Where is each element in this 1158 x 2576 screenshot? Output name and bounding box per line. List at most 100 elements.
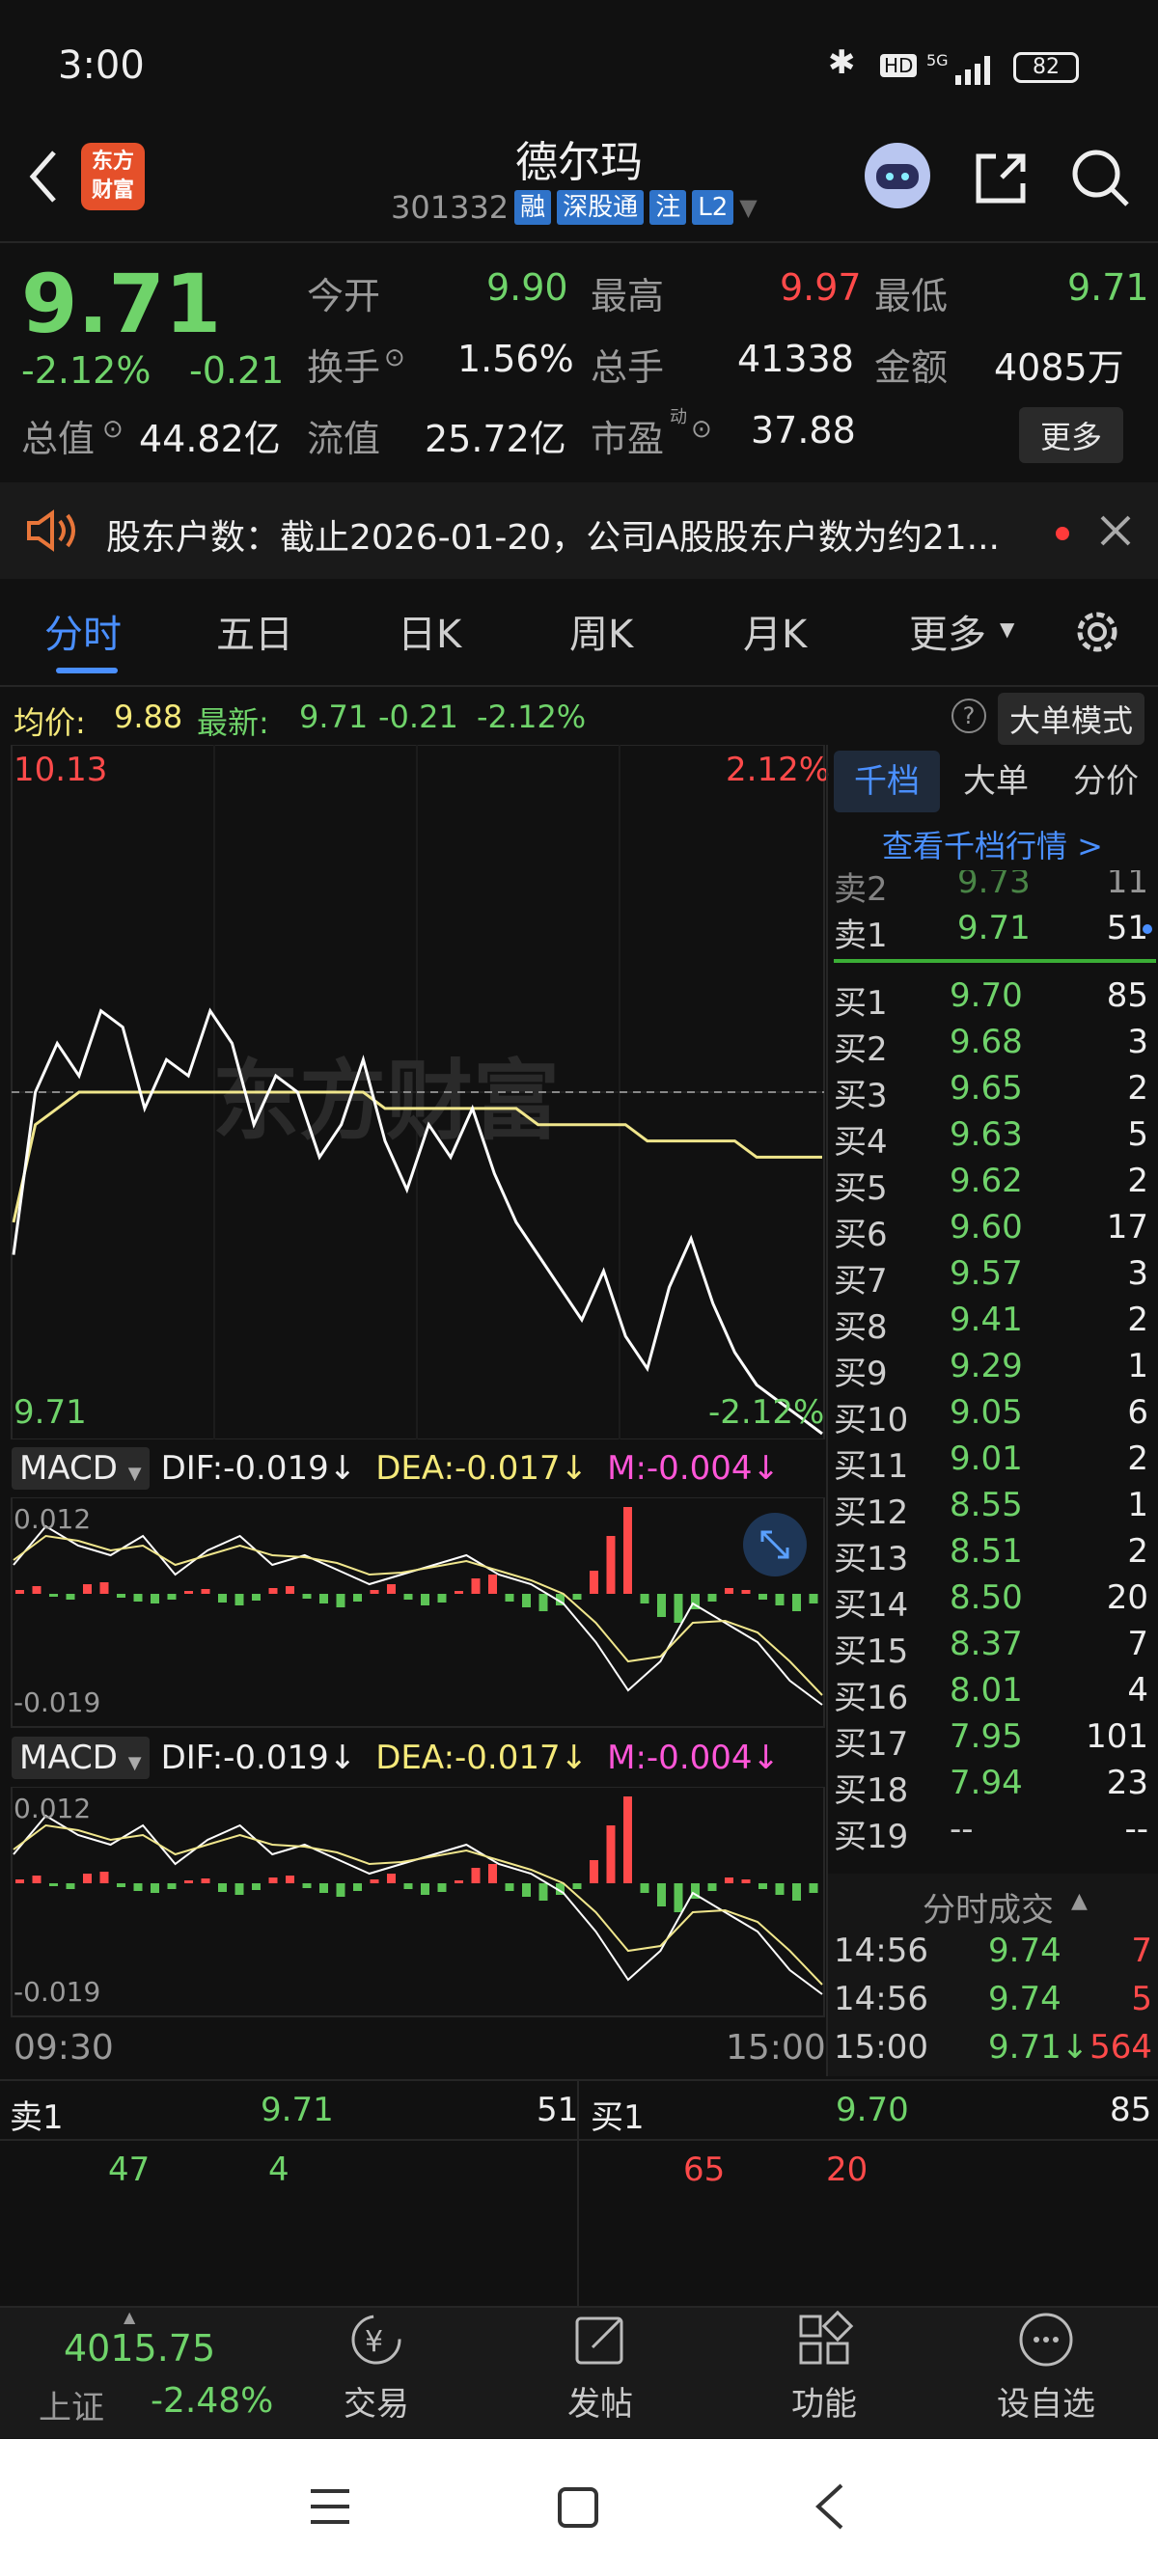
- bid-row[interactable]: 买13 8.51 2: [834, 1532, 1158, 1578]
- macd-chart-svg: [11, 1787, 825, 2017]
- stock-code: 301332: [391, 189, 510, 226]
- view-thousand-book-link[interactable]: 查看千档行情 >: [882, 828, 1103, 864]
- menu-icon[interactable]: [307, 2485, 353, 2532]
- bid-row[interactable]: 买19 -- --: [834, 1810, 1158, 1856]
- bid-volume: 17: [1106, 1208, 1148, 1247]
- tab-weekly-k[interactable]: 周K: [569, 613, 634, 657]
- stock-code-row[interactable]: 301332 融 深股通 注 L2 ▼: [391, 189, 758, 226]
- macd-bar: [49, 1883, 58, 1886]
- bid-row[interactable]: 买9 9.29 1: [834, 1347, 1158, 1393]
- book-tab-big-order[interactable]: 大单: [963, 762, 1029, 801]
- macd-bar: [336, 1883, 345, 1897]
- ask-row[interactable]: 卖2 9.73 11: [834, 870, 1158, 909]
- macd-bar: [572, 1594, 582, 1600]
- bid-row[interactable]: 买2 9.68 3: [834, 1023, 1158, 1069]
- tab-five-day[interactable]: 五日: [216, 613, 293, 657]
- trade-volume: 7: [1131, 1932, 1152, 1970]
- nav-add-watchlist[interactable]: 设自选: [979, 2311, 1114, 2425]
- nav-functions[interactable]: 功能: [757, 2310, 892, 2425]
- search-icon[interactable]: [1069, 147, 1133, 214]
- bid-row[interactable]: 买10 9.05 6: [834, 1393, 1158, 1439]
- macd-bar: [184, 1591, 193, 1594]
- close-icon[interactable]: [1098, 513, 1133, 552]
- share-icon[interactable]: [971, 149, 1031, 212]
- queue-bid-price: 9.70: [836, 2091, 909, 2129]
- bid-row[interactable]: 买18 7.94 23: [834, 1764, 1158, 1810]
- bid-row[interactable]: 买16 8.01 4: [834, 1671, 1158, 1717]
- home-icon[interactable]: [556, 2485, 602, 2535]
- index-value[interactable]: 4015.75: [64, 2327, 216, 2370]
- bid-label: 买11: [834, 1447, 909, 1486]
- index-percent: -2.48%: [151, 2381, 274, 2421]
- bid-row[interactable]: 买4 9.63 5: [834, 1115, 1158, 1162]
- help-icon[interactable]: ?: [951, 699, 986, 733]
- nav-post[interactable]: 发帖: [533, 2311, 668, 2425]
- bid-label: 买4: [834, 1123, 888, 1162]
- bid-price: 9.65: [950, 1069, 1023, 1108]
- gear-icon[interactable]: [1069, 604, 1125, 664]
- macd-panel-1[interactable]: MACD ▼ DIF:-0.019↓ DEA:-0.017↓ M:-0.004↓…: [0, 1439, 826, 1729]
- bid-row[interactable]: 买6 9.60 17: [834, 1208, 1158, 1254]
- own-order-dot: [1143, 924, 1152, 934]
- bid-row[interactable]: 买12 8.55 1: [834, 1486, 1158, 1532]
- ask-price: 9.71: [957, 909, 1031, 947]
- notice-bar[interactable]: 股东户数：截止2026-01-20，公司A股股东户数为约21...: [0, 482, 1158, 579]
- bid-row[interactable]: 买14 8.50 20: [834, 1578, 1158, 1625]
- price-chart[interactable]: 东方财富 10.13 2.12% 9.71 -2.12%: [0, 744, 830, 1440]
- queue-divider: [0, 2139, 1158, 2141]
- macd-bar: [353, 1883, 362, 1891]
- macd-bar: [218, 1883, 227, 1892]
- open-value: 9.90: [486, 266, 568, 309]
- speaker-icon: [25, 509, 79, 556]
- tab-intraday[interactable]: 分时: [44, 613, 122, 657]
- macd-bar: [184, 1880, 193, 1883]
- robot-assistant-icon[interactable]: [861, 139, 934, 216]
- bid-row[interactable]: 买3 9.65 2: [834, 1069, 1158, 1115]
- macd-bar: [758, 1594, 767, 1600]
- tab-monthly-k[interactable]: 月K: [743, 613, 808, 657]
- macd-bar: [522, 1883, 531, 1897]
- tab-daily-k[interactable]: 日K: [398, 613, 462, 657]
- macd-selector[interactable]: MACD ▼: [12, 1737, 150, 1779]
- bid-label: 买9: [834, 1355, 888, 1393]
- macd-bar: [455, 1591, 463, 1594]
- bid-row[interactable]: 买1 9.70 85: [834, 976, 1158, 1023]
- ask-row[interactable]: 卖1 9.71 51: [834, 909, 1158, 955]
- info-icon[interactable]: ⊙: [102, 415, 124, 444]
- info-icon[interactable]: ⊙: [384, 343, 405, 372]
- info-icon[interactable]: ⊙: [691, 415, 712, 444]
- back-icon[interactable]: [19, 143, 68, 214]
- latest-change: -0.21: [378, 699, 458, 735]
- macd-panel-2[interactable]: MACD ▼ DIF:-0.019↓ DEA:-0.017↓ M:-0.004↓…: [0, 1729, 826, 2018]
- trades-title[interactable]: 分时成交: [923, 1891, 1054, 1930]
- book-tab-price-dist[interactable]: 分价: [1073, 762, 1139, 801]
- tab-more[interactable]: 更多: [909, 613, 986, 657]
- macd-bar: [505, 1594, 514, 1602]
- macd-bar: [403, 1594, 413, 1600]
- macd-bar: [572, 1883, 582, 1889]
- bid-row[interactable]: 买8 9.41 2: [834, 1301, 1158, 1347]
- app-logo[interactable]: 东方 财富: [81, 143, 145, 210]
- bid-row[interactable]: 买7 9.57 3: [834, 1254, 1158, 1301]
- unread-dot: [1056, 527, 1069, 540]
- big-order-mode-button[interactable]: 大单模式: [998, 693, 1145, 745]
- macd-bar: [201, 1878, 210, 1883]
- book-tab-thousand[interactable]: 千档: [834, 751, 940, 812]
- macd-selector[interactable]: MACD ▼: [12, 1447, 150, 1490]
- bid-row[interactable]: 买15 8.37 7: [834, 1625, 1158, 1671]
- macd-bar: [556, 1883, 565, 1895]
- macd-bar: [302, 1594, 312, 1599]
- trade-volume: 564: [1089, 2028, 1152, 2067]
- more-quote-button[interactable]: 更多: [1019, 407, 1124, 463]
- back-nav-icon[interactable]: [811, 2481, 849, 2535]
- bid-price: 9.01: [950, 1439, 1023, 1478]
- bid-row[interactable]: 买5 9.62 2: [834, 1162, 1158, 1208]
- bid-row[interactable]: 买11 9.01 2: [834, 1439, 1158, 1486]
- nav-functions-label: 功能: [791, 2385, 857, 2424]
- bid-order-1: 65: [683, 2151, 726, 2189]
- bid-price: 9.29: [950, 1347, 1023, 1385]
- nav-trade[interactable]: ¥ 交易: [309, 2311, 444, 2425]
- bid-row[interactable]: 买17 7.95 101: [834, 1717, 1158, 1764]
- macd-bar: [758, 1883, 767, 1889]
- expand-icon[interactable]: [743, 1513, 807, 1576]
